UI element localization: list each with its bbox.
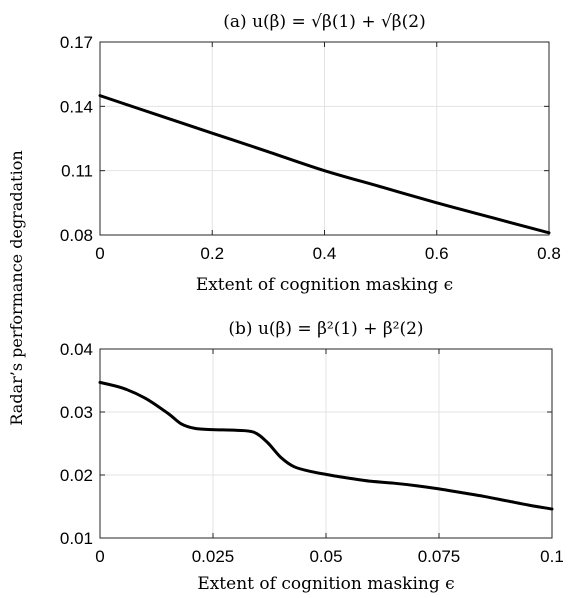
- y-tick-label: 0.08: [60, 226, 93, 245]
- series-line: [98, 94, 551, 235]
- x-tick-label: 0.6: [425, 244, 449, 263]
- y-tick-label: 0.17: [60, 33, 93, 52]
- x-tick-label: 0: [95, 547, 104, 566]
- x-tick-label: 0.025: [192, 547, 235, 566]
- series-line: [98, 380, 554, 511]
- subplot-b: 0 0.025 0.05 0.075 0.1 0.01 0.02 0.03 0.04 (b) u…: [60, 319, 564, 594]
- ticks-a: 0 0.2 0.4 0.6 0.8 0.08 0.11 0.14 0.17: [60, 33, 561, 263]
- x-tick-label: 0.8: [537, 244, 561, 263]
- title-a: (a) u(β) = √β(1) + √β(2): [223, 12, 425, 32]
- x-axis-label-b: Extent of cognition masking ϵ: [197, 574, 454, 594]
- x-tick-label: 0.4: [313, 244, 337, 263]
- shared-y-axis-label: Radar’s performance degradation: [7, 150, 26, 425]
- y-tick-label: 0.03: [60, 403, 93, 422]
- x-tick-label: 0.075: [418, 547, 461, 566]
- series-a: [98, 94, 551, 235]
- x-tick-label: 0.2: [200, 244, 224, 263]
- title-b: (b) u(β) = β²(1) + β²(2): [228, 319, 423, 339]
- grid-b: [100, 349, 552, 538]
- subplot-a: 0 0.2 0.4 0.6 0.8 0.08 0.11 0.14 0.17 (a) u(β) =…: [60, 12, 561, 295]
- y-tick-label: 0.11: [61, 162, 93, 181]
- y-tick-label: 0.01: [60, 529, 93, 548]
- x-tick-label: 0.05: [309, 547, 342, 566]
- y-tick-label: 0.14: [60, 97, 93, 116]
- y-tick-label: 0.04: [60, 340, 93, 359]
- ticks-b: 0 0.025 0.05 0.075 0.1 0.01 0.02 0.03 0.04: [60, 340, 564, 566]
- x-axis-label-a: Extent of cognition masking ϵ: [196, 275, 453, 295]
- y-tick-label: 0.02: [60, 466, 93, 485]
- grid-a: [100, 42, 549, 235]
- x-tick-label: 0: [95, 244, 104, 263]
- series-b: [98, 380, 554, 511]
- x-tick-label: 0.1: [540, 547, 564, 566]
